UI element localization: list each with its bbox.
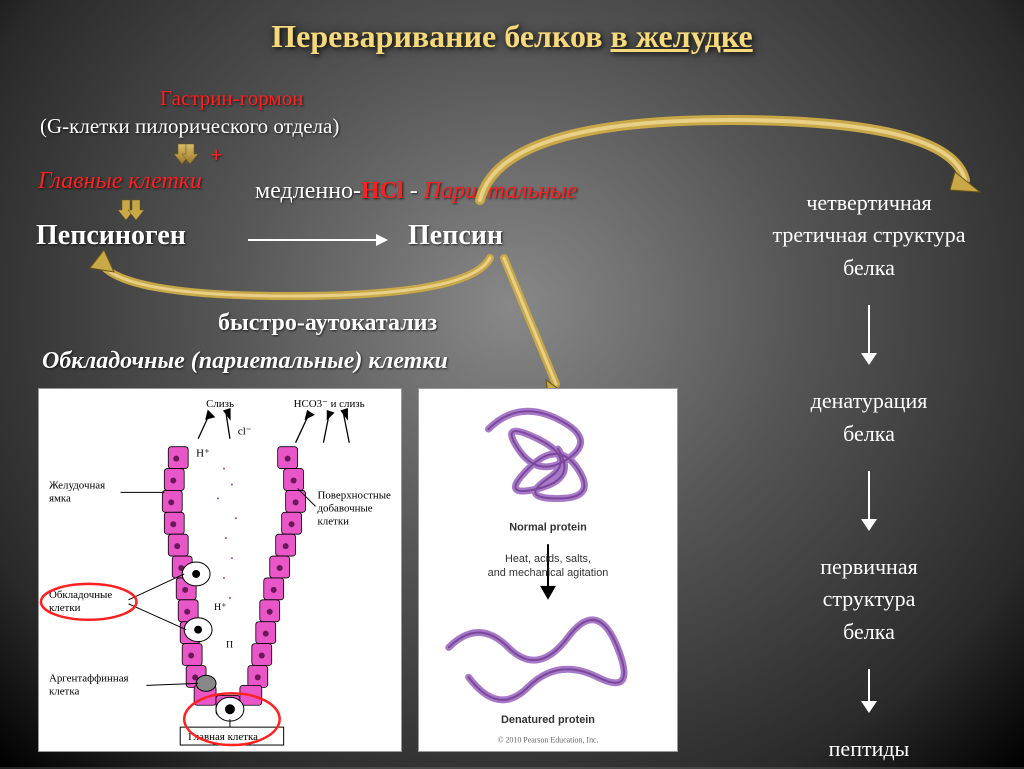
flow-peptides: пептиды (754, 736, 984, 762)
arrow-curve-bottom-icon (70, 248, 510, 308)
flow-arrow-1-icon (857, 305, 881, 365)
flow-protein1: белка (754, 255, 984, 281)
flow-arrow-3-icon (857, 669, 881, 713)
svg-text:H⁺: H⁺ (214, 602, 226, 613)
arrow-horizontal-icon (248, 232, 388, 248)
flow-protein3: белка (754, 619, 984, 645)
flow-tert: третичная структура (754, 222, 984, 248)
plus-label: + (210, 142, 223, 168)
title-underlined: в желудке (610, 18, 752, 54)
flow-protein2: белка (754, 421, 984, 447)
svg-text:П: П (226, 640, 233, 651)
argent-label: Аргентаффинная (49, 672, 129, 684)
page-title: Переваривание белков в желудке (271, 18, 752, 55)
mech-label: and mechanical agitation (488, 567, 609, 579)
flow-quat: четвертичная (754, 190, 984, 216)
gland-cells: H⁺ П (162, 447, 305, 721)
dash-label: - (404, 178, 424, 204)
flow-arrow-2-icon (857, 471, 881, 531)
gcells-label: (G-клетки пилорического отдела) (40, 114, 339, 139)
surface1-label: Поверхностные (317, 489, 391, 501)
main-cells-label: Главные клетки (38, 168, 202, 195)
fast-auto-label: быстро-аутокатализ (218, 310, 437, 337)
title-prefix: Переваривание белков (271, 18, 610, 54)
heat-label: Heat, acids, salts, (505, 553, 591, 565)
surface2-label: добавочные (317, 502, 372, 514)
cl-label: cl⁻ (238, 426, 252, 438)
flow-denat: денатурация (754, 388, 984, 414)
gastric-gland-figure: Слизь HCO3⁻ и слизь cl⁻ H⁺ (38, 388, 402, 752)
protein-denaturation-figure: Normal protein Heat, acids, salts, and m… (418, 388, 678, 752)
flow-column: четвертичная третичная структура белка д… (754, 190, 984, 769)
mucus-label: Слизь (206, 398, 234, 410)
hcl-label: HCl (361, 178, 404, 204)
obklad2-label: клетки (49, 602, 81, 614)
argent2-label: клетка (49, 685, 80, 697)
obkladochnye-label: Обкладочные (париетальные) клетки (42, 348, 448, 375)
arrow-gastrin-down-icon (172, 142, 202, 168)
yamka2-label: ямка (49, 492, 71, 504)
gastrin-label: Гастрин-гормон (160, 86, 303, 111)
denatured-label: Denatured protein (501, 714, 595, 726)
yamka-label: Желудочная (49, 479, 105, 491)
surface3-label: клетки (317, 515, 349, 527)
copyright-label: © 2010 Pearson Education, Inc. (497, 736, 598, 745)
obklad-label: Обкладочные (49, 589, 112, 601)
protein-svg: Normal protein Heat, acids, salts, and m… (419, 389, 677, 751)
flow-prim2: структура (754, 586, 984, 612)
flow-prim1: первичная (754, 554, 984, 580)
h-label: H⁺ (196, 448, 210, 460)
slowly-label: медленно- (255, 178, 361, 204)
hco3-label: HCO3⁻ и слизь (294, 398, 365, 410)
arrow-diagonal-icon (498, 254, 578, 404)
normal-protein-label: Normal protein (509, 521, 587, 533)
gastric-gland-svg: Слизь HCO3⁻ и слизь cl⁻ H⁺ (39, 389, 401, 751)
